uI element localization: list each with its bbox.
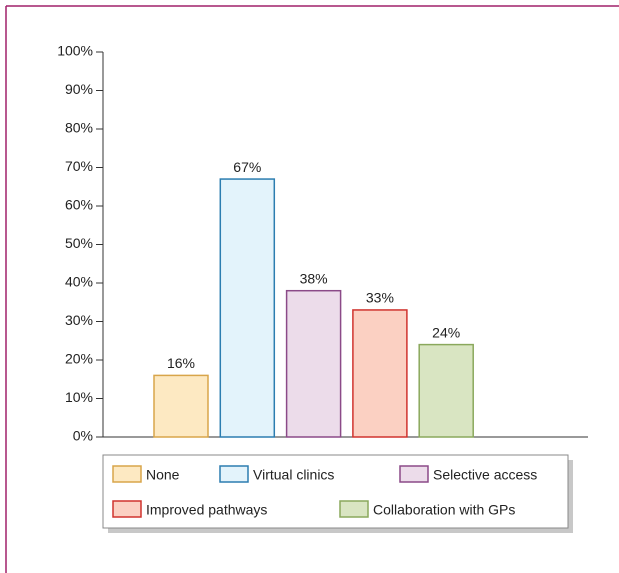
legend-label: Selective access	[433, 467, 537, 483]
legend-swatch	[112, 465, 142, 483]
y-tick-label: 50%	[65, 235, 93, 251]
bar	[285, 289, 342, 438]
y-tick-label: 20%	[65, 351, 93, 367]
legend-label: Collaboration with GPs	[373, 502, 515, 518]
bar	[418, 343, 474, 438]
y-tick-label: 0%	[73, 428, 93, 444]
y-tick-label: 80%	[65, 120, 93, 136]
legend-label: Virtual clinics	[253, 467, 334, 483]
y-tick-label: 10%	[65, 389, 93, 405]
legend-label: None	[146, 467, 180, 483]
bar	[153, 374, 209, 438]
legend-swatch	[219, 465, 249, 483]
data-label: 24%	[432, 324, 460, 340]
bar	[352, 309, 408, 438]
legend-swatch	[339, 500, 369, 518]
y-tick-label: 30%	[65, 312, 93, 328]
y-tick-label: 40%	[65, 274, 93, 290]
legend-swatch	[399, 465, 429, 483]
data-label: 16%	[167, 355, 195, 371]
legend	[102, 454, 569, 529]
data-label: 67%	[233, 159, 261, 175]
data-label: 38%	[300, 270, 328, 286]
bar	[219, 178, 276, 438]
y-tick-label: 70%	[65, 158, 93, 174]
legend-swatch	[112, 500, 142, 518]
y-tick-label: 100%	[57, 43, 93, 59]
y-tick-label: 90%	[65, 81, 93, 97]
y-tick-label: 60%	[65, 197, 93, 213]
data-label: 33%	[366, 290, 394, 306]
legend-label: Improved pathways	[146, 502, 267, 518]
